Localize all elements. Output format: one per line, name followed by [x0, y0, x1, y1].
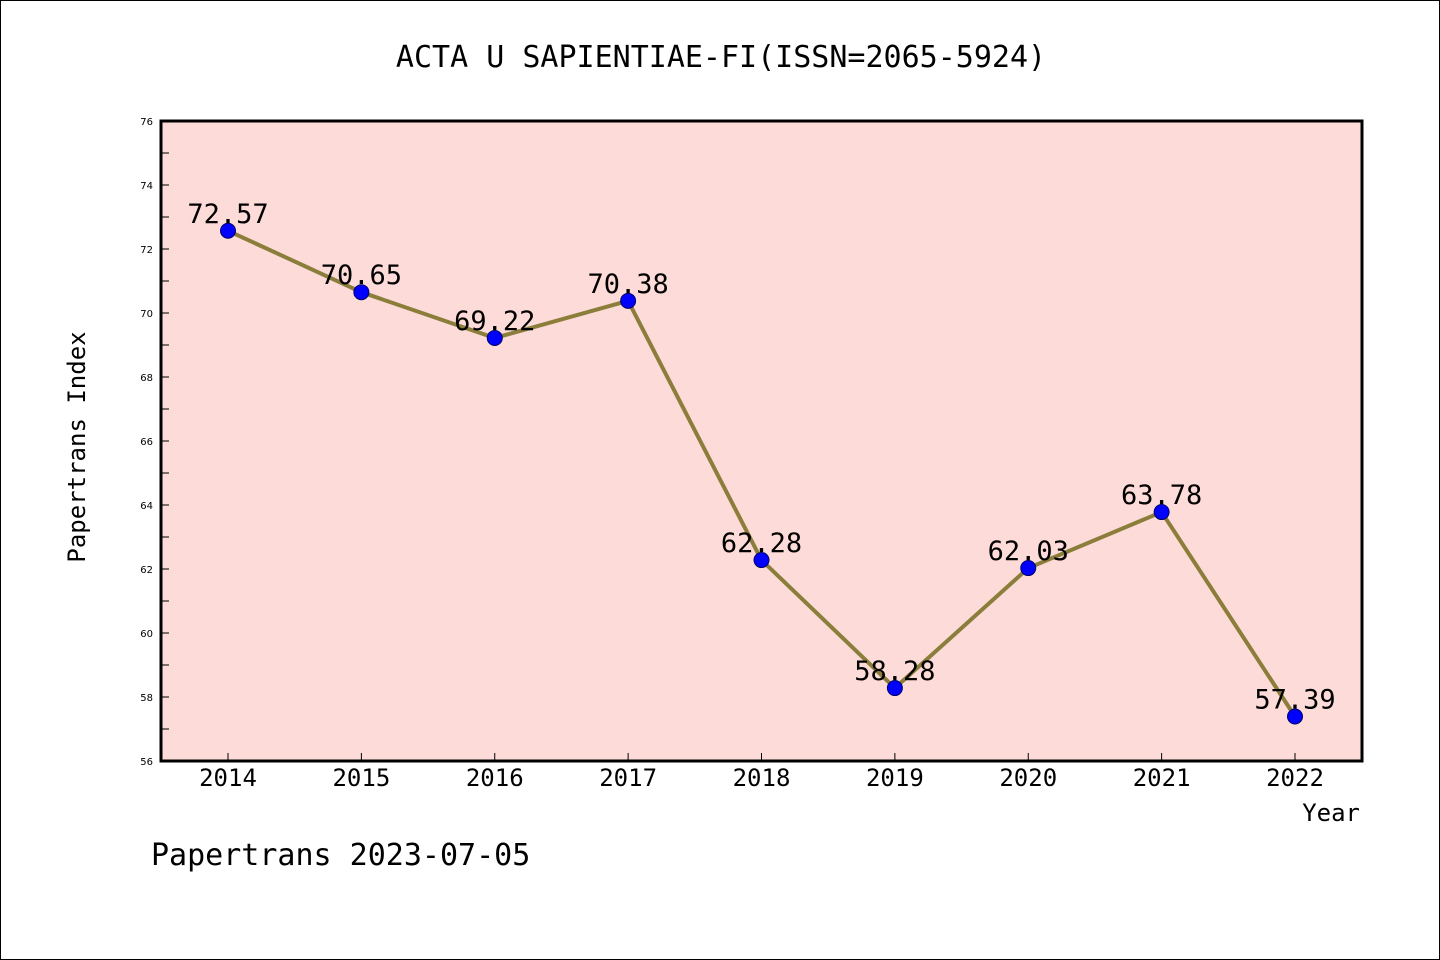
x-axis-title: Year: [1302, 799, 1360, 827]
y-tick-label: 64: [140, 501, 153, 512]
data-point: [1287, 708, 1303, 725]
x-axis: 2014 2015 2016 2017 2018 2019 2020 2021 2022: [199, 753, 1324, 792]
y-tick-label: 58: [140, 693, 153, 704]
y-tick-label: 56: [140, 757, 153, 768]
x-tick-label: 2014: [199, 764, 257, 792]
y-tick-label: 74: [140, 181, 153, 192]
data-point: [1153, 504, 1170, 521]
data-point: [1020, 560, 1037, 577]
footer-credit: Papertrans 2023-07-05: [151, 838, 530, 873]
y-tick-label: 68: [140, 373, 153, 384]
plot-area: [159, 119, 1364, 763]
x-tick-label: 2020: [999, 764, 1057, 792]
data-point: [220, 222, 236, 239]
data-label: 70.65: [321, 260, 402, 291]
y-tick-label: 66: [140, 437, 153, 448]
x-tick-label: 2018: [733, 764, 791, 792]
data-labels: 72.57 70.65 69.22 70.38 62.28 58.28 62.03 63.78…: [187, 199, 1335, 716]
data-point: [886, 680, 903, 697]
data-label: 70.38: [587, 269, 668, 300]
x-tick-label: 2022: [1266, 764, 1324, 792]
x-tick-label: 2021: [1133, 764, 1191, 792]
x-tick-label: 2016: [466, 764, 524, 792]
data-label: 63.78: [1121, 480, 1202, 511]
data-label: 57.39: [1254, 685, 1335, 716]
y-tick-label: 70: [140, 309, 153, 320]
data-label: 72.57: [187, 199, 268, 230]
y-tick-label: 60: [140, 629, 153, 640]
data-label: 69.22: [454, 306, 535, 337]
x-tick-label: 2019: [866, 764, 924, 792]
data-point: [486, 329, 503, 346]
y-axis-title: Papertrans Index: [63, 331, 91, 562]
data-point: [753, 552, 770, 569]
y-tick-label: 62: [140, 565, 153, 576]
data-point: [353, 284, 370, 301]
data-label: 62.28: [721, 528, 802, 559]
y-tick-label: 76: [140, 117, 153, 128]
x-tick-label: 2017: [599, 764, 657, 792]
data-label: 62.03: [988, 536, 1069, 567]
data-point: [620, 292, 637, 309]
x-tick-label: 2015: [332, 764, 390, 792]
data-points: [220, 222, 1303, 725]
y-axis: 56 58 60 62 64 66 68 70 72 74 76: [140, 117, 169, 768]
chart-title: ACTA U SAPIENTIAE-FI(ISSN=2065-5924): [396, 40, 1046, 75]
data-label: 58.28: [854, 656, 935, 687]
y-tick-label: 72: [140, 245, 153, 256]
